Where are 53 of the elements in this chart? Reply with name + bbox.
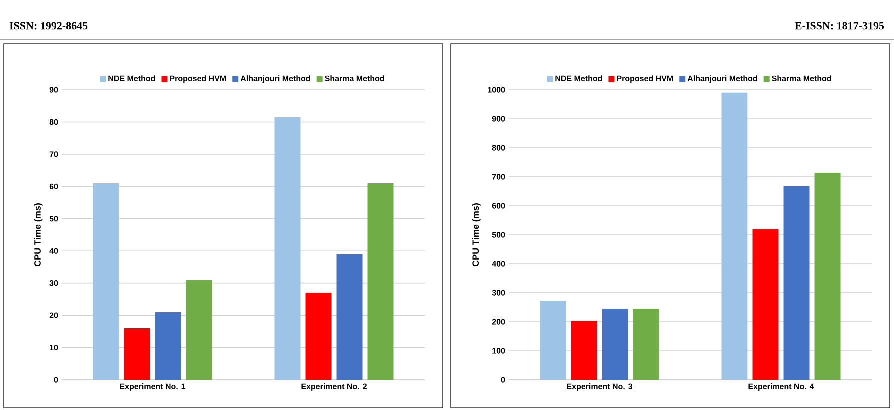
legend-label: NDE Method [556, 76, 602, 82]
x-tick-label: Experiment No. 4 [748, 384, 814, 391]
bar [633, 308, 660, 380]
y-axis-title: CPU Time (ms) [34, 204, 43, 267]
x-tick-label: Experiment No. 2 [302, 384, 367, 391]
bar [571, 321, 598, 380]
y-tick-label: 60 [50, 184, 58, 190]
y-tick-label: 300 [492, 290, 506, 296]
legend-label: NDE Method [108, 76, 156, 82]
y-tick-label: 600 [492, 203, 506, 209]
y-tick-label: 100 [492, 348, 506, 354]
legend-label: Sharma Method [772, 76, 832, 82]
y-tick-label: 30 [50, 280, 58, 286]
legend-label: Alhanjouri Method [688, 76, 758, 84]
y-tick-label: 800 [492, 145, 506, 151]
y-tick-label: 200 [492, 319, 506, 325]
bar [306, 293, 332, 380]
text: E-ISSN: 1817-3195 [795, 22, 884, 30]
bar [814, 172, 841, 380]
y-tick-label: 70 [50, 152, 58, 158]
y-tick-label: 20 [50, 312, 58, 318]
x-tick-label: Experiment No. 3 [567, 384, 633, 391]
bar [124, 328, 150, 380]
bar [274, 117, 301, 380]
legend-label: Sharma Method [325, 76, 384, 82]
bar [93, 183, 120, 380]
bar [722, 92, 748, 380]
y-tick-label: 700 [492, 174, 506, 180]
bar [602, 308, 628, 380]
legend-label: Proposed HVM [170, 76, 226, 84]
bar [752, 229, 779, 380]
x-tick-label: Experiment No. 1 [120, 384, 186, 391]
y-tick-label: 80 [50, 119, 58, 126]
bar [155, 312, 182, 380]
y-tick-label: 0 [54, 377, 58, 383]
bar [186, 280, 212, 380]
legend-label: Proposed HVM [617, 76, 674, 84]
y-tick-label: 500 [492, 232, 506, 238]
bar [336, 254, 363, 380]
text: ISSN: 1992-8645 [10, 22, 88, 30]
y-tick-label: 400 [492, 261, 506, 267]
y-tick-label: 50 [50, 216, 58, 222]
y-axis-title: CPU Time (ms) [472, 204, 481, 267]
bar [784, 186, 810, 380]
y-tick-label: 1000 [488, 87, 506, 93]
bar [540, 301, 566, 380]
y-tick-label: 900 [492, 116, 506, 122]
bar [368, 183, 394, 380]
y-tick-label: 90 [50, 87, 58, 93]
legend-label: Alhanjouri Method [240, 76, 310, 84]
y-tick-label: 0 [501, 377, 506, 383]
y-tick-label: 10 [50, 344, 58, 351]
y-tick-label: 40 [50, 248, 58, 254]
